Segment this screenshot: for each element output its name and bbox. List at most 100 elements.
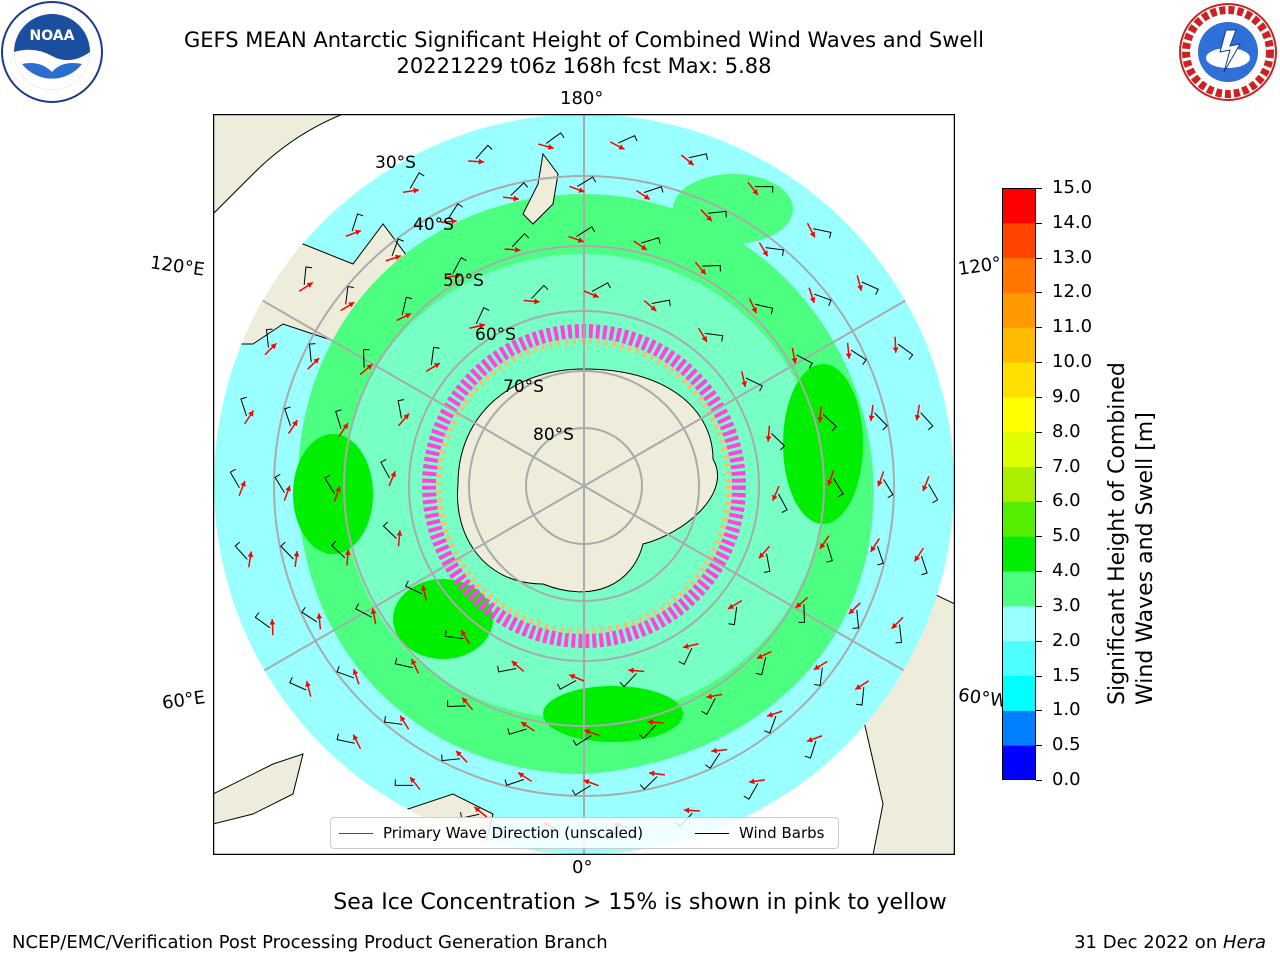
wind-barb <box>511 232 530 248</box>
lon-label-upper-left: 120°E <box>148 252 206 281</box>
wind-barb <box>874 412 888 431</box>
wind-barb <box>833 478 844 498</box>
wave-arrow-head <box>848 608 855 614</box>
wave-arrow-head <box>807 736 813 743</box>
wind-barb <box>804 740 817 759</box>
wave-arrow-head <box>247 551 254 558</box>
wind-barb <box>351 213 364 232</box>
wind-barb <box>822 413 838 432</box>
wave-arrow-head <box>514 246 521 253</box>
colorbar-tick-mark <box>1036 571 1042 573</box>
wind-barb <box>355 603 372 618</box>
wind-barb <box>618 135 638 144</box>
wind-barb <box>883 479 894 499</box>
colorbar-tick-mark <box>1036 292 1042 294</box>
wind-barb <box>877 546 884 566</box>
wind-barb <box>754 186 774 193</box>
wave-arrow-head <box>756 653 763 659</box>
colorbar-swatch <box>1002 396 1036 433</box>
wind-barb <box>382 521 397 539</box>
lat-label-80: 80°S <box>533 425 574 445</box>
wave-arrow-head <box>749 778 755 785</box>
wind-barb <box>380 459 390 479</box>
wave-arrow-head <box>845 353 852 359</box>
colorbar-tick-label: 6.0 <box>1052 490 1081 512</box>
wave-arrow-head <box>700 268 706 275</box>
wind-barb <box>274 473 285 493</box>
wave-arrow-head <box>728 603 735 609</box>
wave-arrow-head <box>922 485 928 492</box>
wave-arrow-head <box>583 779 590 785</box>
colorbar-tick-mark <box>1036 640 1042 642</box>
wind-barb <box>301 606 318 623</box>
colorbar-swatch <box>1002 222 1036 259</box>
wave-arrow-head <box>640 244 647 251</box>
chart-title: GEFS MEAN Antarctic Significant Height o… <box>183 28 985 52</box>
wind-barb <box>324 474 335 494</box>
colorbar-tick-label: 1.0 <box>1052 699 1081 721</box>
colorbar-tick-mark <box>1036 710 1042 712</box>
colorbar-tick-mark <box>1036 188 1042 189</box>
wind-barb <box>572 735 592 746</box>
wave-arrow-head <box>366 364 373 370</box>
wind-barb <box>928 483 939 504</box>
lat-label-60: 60°S <box>475 325 516 345</box>
wave-arrow-head <box>687 159 694 166</box>
wave-arrow-head <box>765 436 772 442</box>
colorbar-tick-mark <box>1036 675 1042 677</box>
wave-arrow-head <box>819 542 826 549</box>
colorbar-title: Significant Height of Combined Wind Wave… <box>1104 362 1280 705</box>
wind-barb <box>850 349 867 366</box>
wind-barb <box>577 176 597 187</box>
wind-barb <box>394 779 414 786</box>
colorbar-swatch <box>1002 605 1036 642</box>
wave-arrow-head <box>410 777 416 783</box>
nws-logo <box>1179 3 1277 101</box>
colorbar-title-line1: Significant Height of Combined <box>1105 362 1130 705</box>
wind-barb <box>330 540 346 559</box>
wave-arrow-head <box>914 414 921 421</box>
wave-arrow-head <box>513 195 519 202</box>
legend-wave-label: Primary Wave Direction (unscaled) <box>383 824 644 842</box>
colorbar-tick-label: 5.0 <box>1052 525 1081 547</box>
colorbar-tick-label: 3.0 <box>1052 594 1081 616</box>
wave-arrow-head <box>547 144 554 150</box>
colorbar-tick-label: 14.0 <box>1052 211 1093 233</box>
wave-arrow-head <box>293 551 300 557</box>
land-corner-bottomleft <box>213 753 304 825</box>
legend-wave-item: Primary Wave Direction (unscaled) <box>339 824 643 842</box>
wind-barb <box>401 296 413 315</box>
colorbar-tick-label: 7.0 <box>1052 455 1081 477</box>
wave-arrow-head <box>456 750 462 757</box>
colorbar-swatch <box>1002 188 1036 224</box>
lon-label-upper-right: 120° <box>956 253 1003 280</box>
wave-arrow-head <box>877 480 883 487</box>
wind-barb <box>510 182 529 196</box>
map-panel[interactable]: 30°S 40°S 50°S 60°S 70°S 80°S <box>213 114 955 855</box>
wave-arrow-head <box>403 413 410 420</box>
wave-arrow-head <box>628 667 634 674</box>
wind-barb <box>284 406 291 426</box>
colorbar-tick-mark <box>1036 466 1042 468</box>
colorbar-swatch <box>1002 292 1036 328</box>
wave-arrow-head <box>395 254 401 261</box>
colorbar-tick-label: 11.0 <box>1052 316 1093 338</box>
wind-barb <box>504 779 524 786</box>
wind-barb <box>813 228 832 239</box>
wave-arrow-head <box>316 613 323 619</box>
wind-barb <box>920 412 934 431</box>
colorbar-swatch <box>1002 362 1036 398</box>
wind-barb <box>619 673 637 688</box>
wind-barb <box>591 282 611 292</box>
colorbar-swatch <box>1002 466 1036 502</box>
wave-arrow-head <box>758 552 765 559</box>
wave-arrow-head <box>348 302 355 308</box>
wave-arrow-head <box>370 608 377 615</box>
wind-barb <box>576 226 596 237</box>
colorbar-tick-mark <box>1036 327 1042 329</box>
colorbar-tick-mark <box>1036 501 1042 503</box>
colorbar-tick-label: 0.5 <box>1052 734 1081 756</box>
wind-barb <box>557 680 577 690</box>
wind-barb <box>441 754 461 762</box>
wave-arrow-head <box>353 734 359 741</box>
